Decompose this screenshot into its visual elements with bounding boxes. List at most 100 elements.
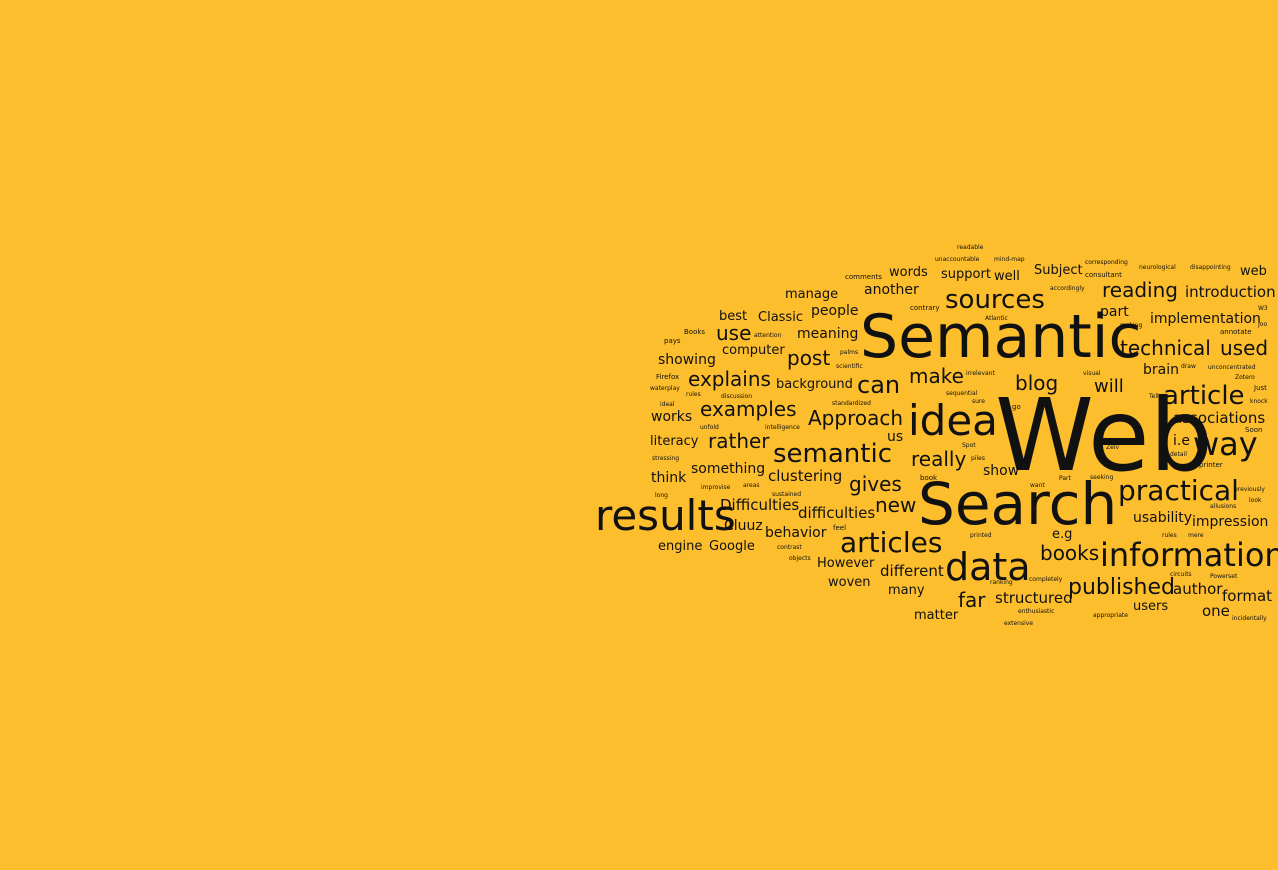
- cloud-word: practical: [1118, 474, 1239, 507]
- cloud-word: visual: [1083, 370, 1101, 377]
- cloud-word: can: [857, 371, 900, 399]
- cloud-word: printed: [970, 532, 992, 539]
- cloud-word: detail: [1170, 451, 1187, 458]
- cloud-word: implementation: [1150, 311, 1261, 327]
- cloud-word: Joo: [1257, 321, 1267, 328]
- cloud-word: contrary: [910, 304, 940, 312]
- cloud-word: Cluuz: [724, 518, 763, 534]
- cloud-word: improvise: [701, 484, 731, 491]
- cloud-word: idea: [908, 396, 998, 445]
- cloud-word: irrelevant: [966, 370, 995, 377]
- cloud-word: go: [1012, 403, 1021, 411]
- cloud-word: pays: [664, 337, 681, 345]
- cloud-word: really: [911, 447, 966, 471]
- cloud-word: users: [1133, 599, 1168, 614]
- cloud-word: books: [1040, 541, 1099, 565]
- cloud-word: computer: [722, 343, 785, 358]
- cloud-word: look: [1249, 497, 1262, 504]
- cloud-word: neurological: [1139, 264, 1176, 271]
- cloud-word: scientific: [836, 363, 863, 370]
- cloud-word: making: [1120, 322, 1142, 329]
- cloud-word: support: [941, 267, 991, 282]
- cloud-word: works: [651, 409, 692, 425]
- cloud-word: objects: [789, 555, 811, 562]
- cloud-word: readable: [957, 244, 984, 251]
- cloud-word: intelligence: [765, 424, 800, 431]
- cloud-word: part: [1100, 304, 1129, 320]
- cloud-word: make: [909, 364, 964, 388]
- cloud-word: appropriate: [1093, 612, 1128, 619]
- cloud-word: areas: [743, 482, 760, 489]
- cloud-word: sources: [945, 285, 1045, 315]
- cloud-word: showing: [658, 352, 716, 368]
- cloud-word: Firefox: [656, 373, 679, 381]
- cloud-word: unaccountable: [935, 256, 980, 263]
- cloud-word: words: [889, 265, 928, 280]
- cloud-word: draw: [1181, 363, 1196, 370]
- cloud-word: think: [651, 470, 687, 486]
- cloud-word: data: [945, 545, 1031, 589]
- cloud-word: use: [716, 321, 751, 345]
- cloud-word: completely: [1029, 576, 1063, 583]
- cloud-word: semantic: [773, 439, 892, 469]
- cloud-word: format: [1222, 587, 1272, 605]
- cloud-word: behavior: [765, 525, 827, 541]
- cloud-word: clustering: [768, 467, 842, 485]
- cloud-word: ideal: [660, 401, 675, 408]
- cloud-word: one: [1202, 602, 1230, 620]
- cloud-word: Spot: [962, 442, 976, 449]
- cloud-word: disappointing: [1190, 264, 1231, 271]
- cloud-word: However: [817, 556, 875, 571]
- cloud-word: feel: [833, 524, 846, 532]
- cloud-word: accordingly: [1050, 285, 1085, 292]
- cloud-word: well: [994, 269, 1020, 284]
- cloud-word: printer: [1199, 461, 1223, 469]
- cloud-word: stressing: [652, 455, 679, 462]
- cloud-word: mere: [1188, 532, 1204, 539]
- cloud-word: rules: [1162, 532, 1177, 539]
- cloud-word: knock: [1250, 398, 1268, 405]
- cloud-word: Atlantic: [985, 315, 1008, 322]
- cloud-word: Classic: [758, 310, 803, 325]
- cloud-word: consultant: [1085, 271, 1122, 279]
- cloud-word: published: [1068, 575, 1175, 600]
- cloud-word: Powerset: [1210, 573, 1238, 580]
- cloud-word: Approach: [808, 406, 903, 430]
- cloud-word: book: [920, 474, 938, 482]
- cloud-word: unfold: [700, 424, 719, 431]
- cloud-word: ranking: [990, 579, 1013, 586]
- cloud-word: results: [595, 491, 736, 540]
- cloud-word: structured: [995, 589, 1073, 607]
- cloud-word: As: [1082, 400, 1089, 407]
- cloud-word: Just: [1253, 384, 1267, 392]
- cloud-word: sequential: [946, 390, 978, 397]
- cloud-word: e.g: [1052, 527, 1072, 542]
- cloud-word: engine: [658, 539, 702, 554]
- cloud-word: way: [1193, 425, 1258, 463]
- cloud-word: Zelv: [1106, 444, 1119, 451]
- cloud-word: article: [1163, 381, 1245, 411]
- cloud-word: incidentally: [1232, 615, 1267, 622]
- cloud-word: manage: [785, 287, 838, 302]
- cloud-word: author: [1173, 580, 1223, 598]
- cloud-word: introduction: [1185, 283, 1276, 301]
- cloud-word: people: [811, 303, 858, 319]
- cloud-word: Search: [918, 470, 1117, 538]
- cloud-word: technical: [1120, 336, 1211, 360]
- cloud-word: i.e: [1173, 433, 1190, 449]
- cloud-word: enthusiastic: [1018, 608, 1054, 615]
- cloud-word: mind-map: [994, 256, 1025, 263]
- cloud-word: different: [880, 562, 944, 580]
- cloud-word: something: [691, 461, 765, 477]
- cloud-word: usability: [1133, 510, 1192, 526]
- cloud-word: associations: [1173, 409, 1265, 427]
- cloud-word: show: [983, 463, 1019, 479]
- cloud-word: sure: [972, 398, 985, 405]
- cloud-word: another: [864, 282, 919, 298]
- cloud-word: W3: [1258, 305, 1268, 312]
- cloud-word: brain: [1143, 362, 1179, 378]
- cloud-word: meaning: [797, 326, 858, 342]
- cloud-word: want: [1030, 482, 1045, 489]
